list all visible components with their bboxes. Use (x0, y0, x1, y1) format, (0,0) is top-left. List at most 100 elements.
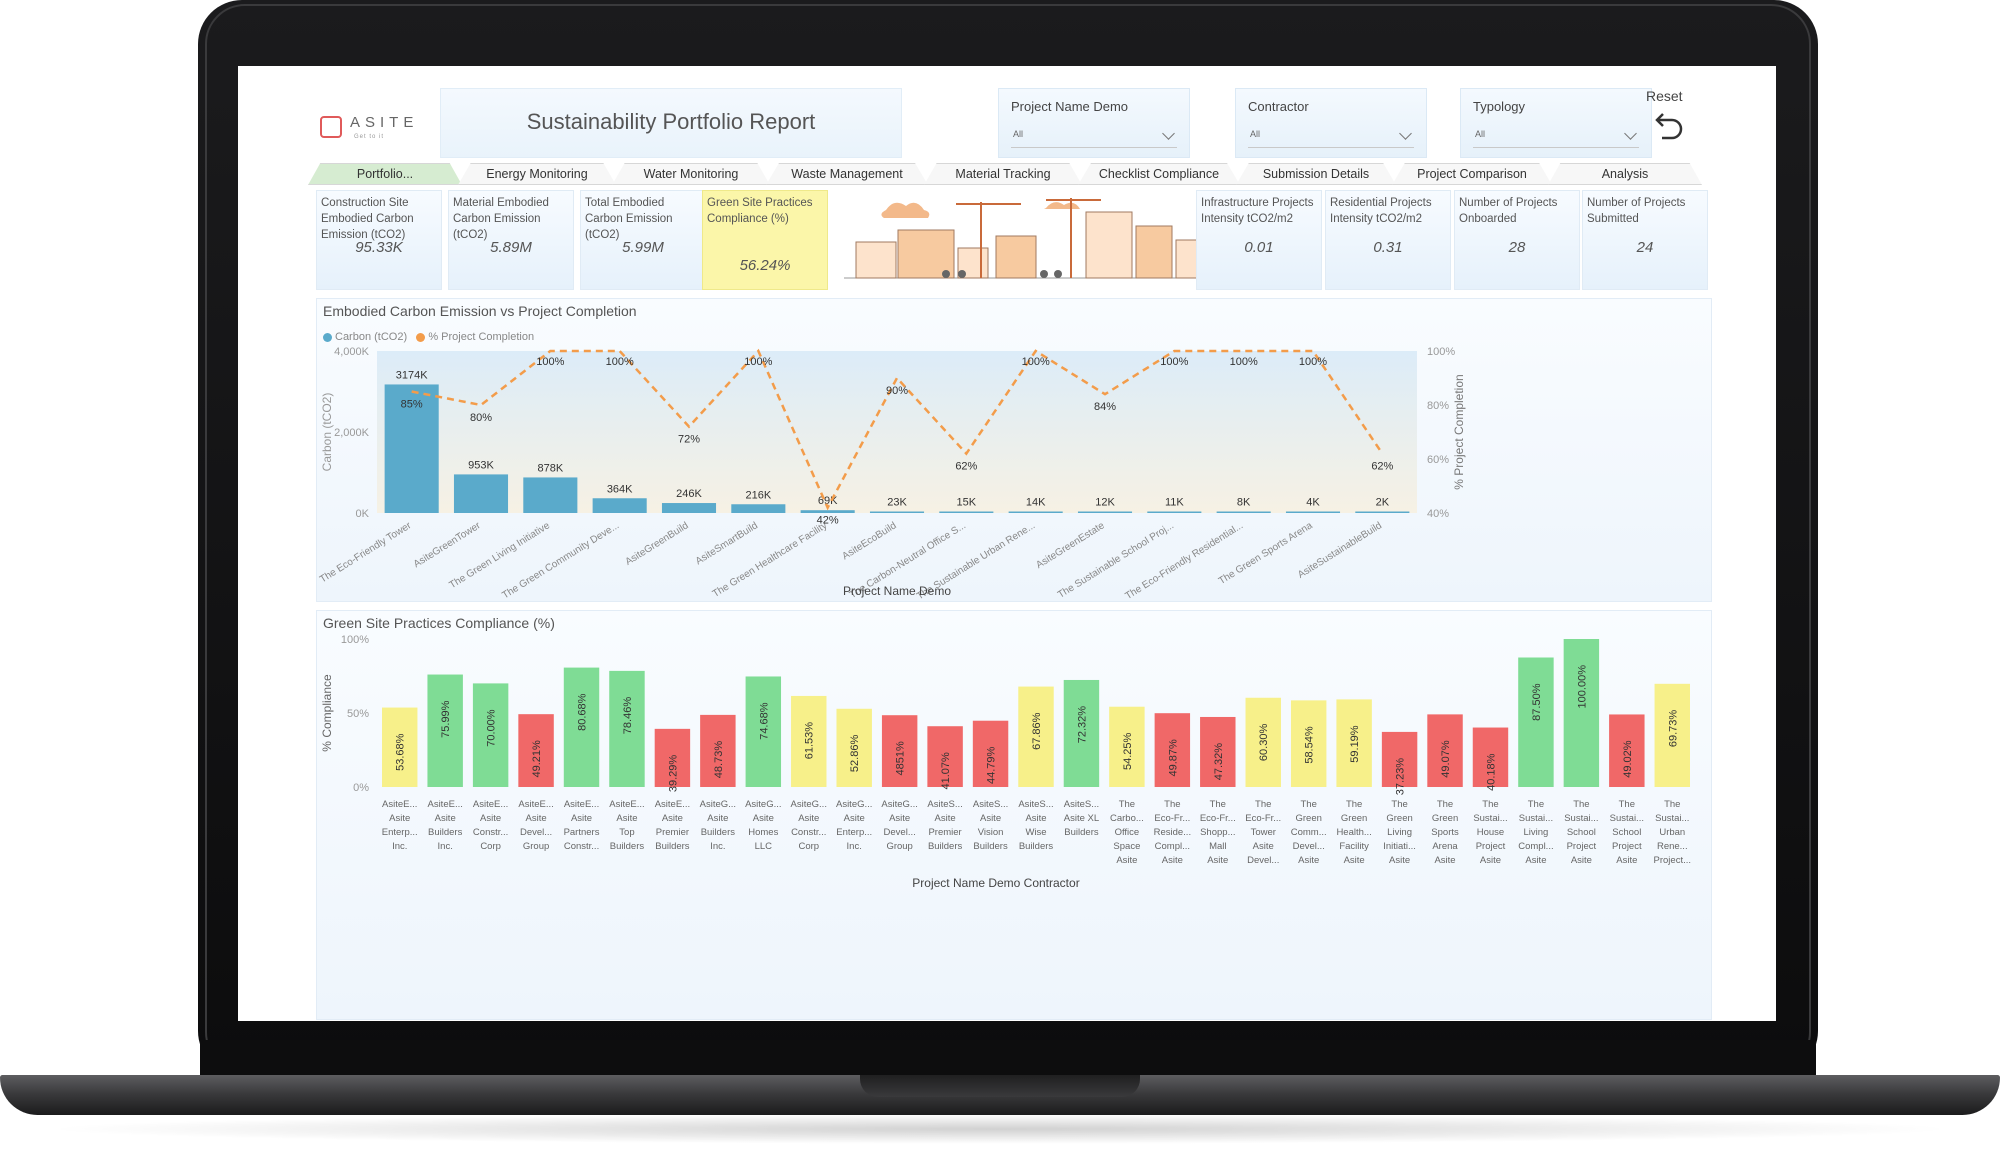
compliance-bar (745, 676, 782, 787)
carbon-bar (384, 384, 439, 513)
contractor-select[interactable]: All (1248, 127, 1414, 148)
x-tick-label: Living (1387, 827, 1412, 838)
title-box: Sustainability Portfolio Report (440, 88, 902, 158)
compliance-bar (1609, 714, 1645, 787)
bar-data-label: 12K (1095, 497, 1115, 509)
x-tick-label: Office (1115, 827, 1140, 838)
compliance-bar (1290, 700, 1327, 787)
tab-checklist-compliance[interactable]: Checklist Compliance (1078, 163, 1240, 185)
x-tick-label: Constr... (564, 841, 599, 852)
x-tick-label: Group (886, 841, 912, 852)
x-tick-label: Asite (526, 813, 547, 824)
y2-tick-label: 100% (1427, 346, 1455, 358)
kpi-value: 95.33K (355, 239, 403, 256)
x-tick-label: Enterp... (836, 827, 872, 838)
x-tick-label: Asite (1253, 841, 1274, 852)
x-tick-label: Eco-Fr... (1200, 813, 1236, 824)
bar-data-label: 53.68% (395, 733, 407, 771)
project-name-select[interactable]: All (1011, 127, 1177, 148)
kpi-card: Number of Projects Submitted 24 (1582, 190, 1708, 290)
x-tick-label: Project (1567, 841, 1597, 852)
laptop-notch (860, 1075, 1140, 1097)
x-tick-label: The (1573, 799, 1589, 810)
chart-legend: Carbon (tCO2) % Project Completion (323, 331, 534, 343)
x-tick-label: The Eco-Friendly Residential... (1123, 520, 1245, 601)
contractor-filter[interactable]: Contractor All (1235, 88, 1427, 158)
x-tick-label: Asite (753, 813, 774, 824)
tab-material-tracking[interactable]: Material Tracking (924, 163, 1082, 185)
tab-submission-details[interactable]: Submission Details (1236, 163, 1396, 185)
logo-mark-icon (320, 116, 342, 138)
typology-filter[interactable]: Typology All (1460, 88, 1652, 158)
x-tick-label: Devel... (1247, 855, 1279, 866)
x-tick-label: AsiteS... (973, 799, 1008, 810)
reset-label[interactable]: Reset (1646, 88, 1683, 104)
carbon-bar (453, 474, 509, 513)
x-tick-label: The (1391, 799, 1407, 810)
compliance-bar (518, 714, 554, 787)
x-tick-label: Asite (1616, 855, 1637, 866)
y-tick-label: 0K (356, 508, 370, 520)
carbon-bar (523, 477, 578, 513)
filter-value: All (1250, 129, 1261, 139)
bar-data-label: 11K (1165, 497, 1184, 509)
reset-undo-icon[interactable] (1650, 110, 1686, 142)
x-tick-label: Asite (980, 813, 1001, 824)
x-tick-label: Asite (1298, 855, 1319, 866)
x-tick-label: Asite (662, 813, 683, 824)
kpi-value: 0.31 (1373, 239, 1403, 256)
y-tick-label: 0% (353, 782, 369, 794)
x-tick-label: Asite (844, 813, 865, 824)
project-name-filter[interactable]: Project Name Demo All (998, 88, 1190, 158)
x-tick-label: School (1612, 827, 1641, 838)
bar-data-label: 37.23% (1395, 758, 1407, 796)
bar-data-label: 80.68% (577, 693, 589, 731)
bar-data-label: 74.68% (758, 702, 770, 740)
chevron-down-icon[interactable] (1624, 127, 1637, 140)
x-tick-label: Sustai... (1473, 813, 1507, 824)
tab-energy-monitoring[interactable]: Energy Monitoring (458, 163, 616, 185)
x-tick-label: Asite (1025, 813, 1046, 824)
bar-data-label: 52.86% (849, 735, 861, 773)
compliance-bar (609, 670, 645, 787)
tab-portfolio[interactable]: Portfolio... (308, 163, 462, 185)
x-tick-label: Asite (571, 813, 592, 824)
typology-select[interactable]: All (1473, 127, 1639, 148)
x-tick-label: Sports (1431, 827, 1459, 838)
carbon-bar (800, 510, 855, 513)
chevron-down-icon[interactable] (1162, 127, 1175, 140)
bar-data-label: 40.18% (1485, 753, 1497, 791)
x-tick-label: Green (1295, 813, 1321, 824)
x-tick-label: Asite (798, 813, 819, 824)
dashboard-screen: ASITE Get to it Sustainability Portfolio… (238, 66, 1776, 1021)
x-tick-label: Builders (655, 841, 690, 852)
filter-label: Contractor (1248, 99, 1309, 114)
compliance-bar (563, 667, 600, 787)
x-tick-label: Asite (1480, 855, 1501, 866)
x-tick-label: AsiteE... (427, 799, 462, 810)
carbon-bar (939, 511, 994, 513)
kpi-label: Construction Site Embodied Carbon Emissi… (321, 197, 414, 241)
tab-project-comparison[interactable]: Project Comparison (1392, 163, 1552, 185)
y2-tick-label: 60% (1427, 454, 1449, 466)
logo-text: ASITE (350, 114, 419, 131)
tab-analysis[interactable]: Analysis (1548, 163, 1702, 185)
chevron-down-icon[interactable] (1399, 127, 1412, 140)
carbon-bar (661, 503, 717, 513)
bar-data-label: 49.07% (1440, 740, 1452, 778)
tab-water-monitoring[interactable]: Water Monitoring (612, 163, 770, 185)
x-tick-label: AsiteE... (655, 799, 690, 810)
x-tick-label: House (1477, 827, 1504, 838)
x-tick-label: Asite (1344, 855, 1365, 866)
x-tick-label: The (1210, 799, 1226, 810)
compliance-bar (927, 726, 963, 787)
chart-title: Green Site Practices Compliance (%) (323, 615, 555, 631)
bar-data-label: 44.79% (986, 746, 998, 784)
kpi-card: Total Embodied Carbon Emission (tCO2) 5.… (580, 190, 706, 290)
line-data-label: 84% (1094, 401, 1116, 413)
x-tick-label: The (1528, 799, 1544, 810)
x-tick-label: Corp (798, 841, 819, 852)
tab-waste-management[interactable]: Waste Management (766, 163, 928, 185)
x-tick-label: Enterp... (382, 827, 418, 838)
x-tick-label: Green (1386, 813, 1412, 824)
